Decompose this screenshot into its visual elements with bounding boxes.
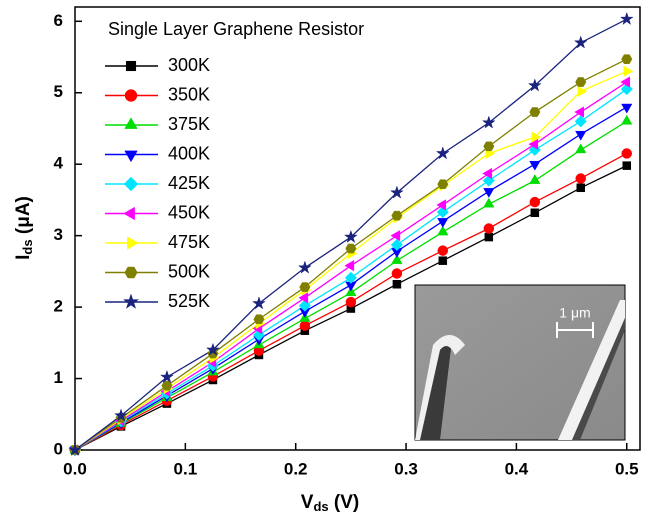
legend-marker [124, 177, 138, 191]
legend-marker [125, 118, 137, 129]
x-label-unit: (V) [329, 492, 360, 513]
marker [438, 218, 448, 227]
marker [485, 233, 493, 241]
marker [576, 173, 586, 183]
marker [577, 184, 585, 192]
marker [392, 269, 402, 279]
marker [624, 66, 633, 76]
legend-marker [124, 207, 135, 219]
marker [622, 55, 633, 64]
inset-scale-label: 1 μm [559, 305, 590, 321]
legend-label: 375K [168, 114, 210, 134]
legend-label: 400K [168, 143, 210, 163]
x-tick-label: 0.2 [284, 459, 308, 478]
y-tick-label: 1 [54, 368, 63, 387]
legend-label: 500K [168, 261, 210, 281]
marker [575, 77, 586, 86]
inset-image: 1 μm [415, 285, 625, 440]
x-tick-label: 0.3 [394, 459, 418, 478]
y-tick-label: 0 [54, 439, 63, 458]
legend-marker [125, 151, 137, 162]
marker [530, 197, 540, 207]
marker [484, 142, 495, 151]
y-tick-label: 3 [54, 225, 63, 244]
x-axis-label: Vds (V) [301, 492, 359, 514]
marker [439, 257, 447, 265]
marker [622, 148, 632, 158]
marker [531, 209, 539, 217]
marker [300, 321, 310, 331]
legend-marker [125, 90, 137, 102]
legend-marker [127, 237, 138, 249]
legend-label: 450K [168, 202, 210, 222]
legend-marker [124, 294, 139, 308]
y-label-sub: ds [20, 239, 35, 254]
x-label-main: V [301, 492, 314, 513]
marker [623, 162, 631, 170]
marker [622, 115, 632, 124]
marker [575, 116, 587, 128]
y-tick-label: 6 [54, 11, 63, 30]
marker [578, 86, 587, 96]
chart: Single Layer Graphene Resistor Vds (V) I… [0, 0, 645, 520]
x-tick-label: 0.0 [63, 459, 87, 478]
x-tick-label: 0.5 [615, 459, 639, 478]
legend-label: 350K [168, 84, 210, 104]
marker [346, 244, 357, 253]
marker [576, 131, 586, 140]
legend-label: 525K [168, 291, 210, 311]
marker [300, 283, 311, 292]
y-tick-label: 5 [54, 82, 63, 101]
y-tick-label: 2 [54, 297, 63, 316]
marker [393, 280, 401, 288]
marker [484, 224, 494, 234]
legend-label: 425K [168, 173, 210, 193]
y-label-unit: (μA) [13, 196, 34, 239]
marker [621, 13, 633, 25]
y-tick-label: 4 [54, 154, 64, 173]
x-label-sub: ds [313, 499, 328, 514]
x-tick-label: 0.1 [174, 459, 198, 478]
marker [530, 175, 540, 184]
marker [392, 211, 403, 220]
marker [346, 297, 356, 307]
legend-marker [125, 267, 138, 278]
marker [484, 188, 494, 197]
marker [438, 246, 448, 256]
legend-marker [126, 61, 136, 71]
x-tick-label: 0.4 [505, 459, 529, 478]
legend-title: Single Layer Graphene Resistor [108, 19, 364, 39]
legend-label: 300K [168, 55, 210, 75]
marker [530, 107, 541, 116]
legend-label: 475K [168, 232, 210, 252]
y-axis-label: Ids (μA) [13, 196, 35, 260]
marker [254, 315, 265, 324]
marker [438, 180, 449, 189]
